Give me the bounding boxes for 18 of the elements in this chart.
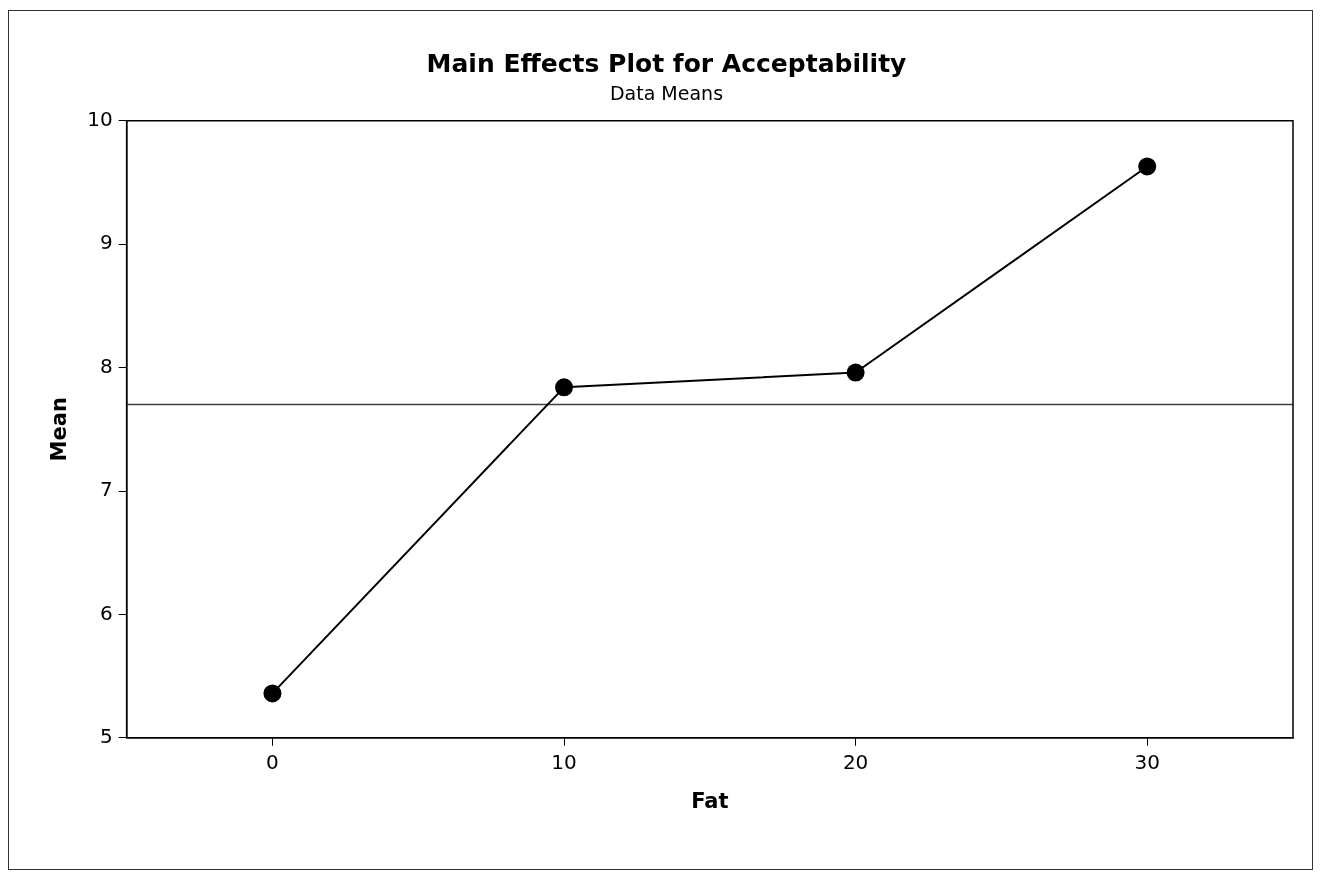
x-tick-label: 10 [551,750,577,774]
y-axis-title: Mean [47,397,72,462]
chart-title: Main Effects Plot for Acceptability [426,48,907,78]
y-tick-label: 9 [99,230,113,255]
y-tick-label: 5 [99,724,113,748]
x-tick-label: 0 [266,750,279,774]
y-tick-label: 10 [87,107,113,131]
x-tick-label: 30 [1134,750,1160,774]
point [1138,157,1157,176]
y-tick-label: 6 [99,600,113,625]
y-tick-label: 8 [99,353,113,378]
chart-subtitle: Data Means [609,82,724,105]
point [555,378,574,397]
x-tick-label: 20 [842,750,869,774]
point [846,363,865,382]
y-tick-label: 7 [99,477,113,502]
x-axis-title: Fat [691,788,729,813]
point [263,684,282,703]
